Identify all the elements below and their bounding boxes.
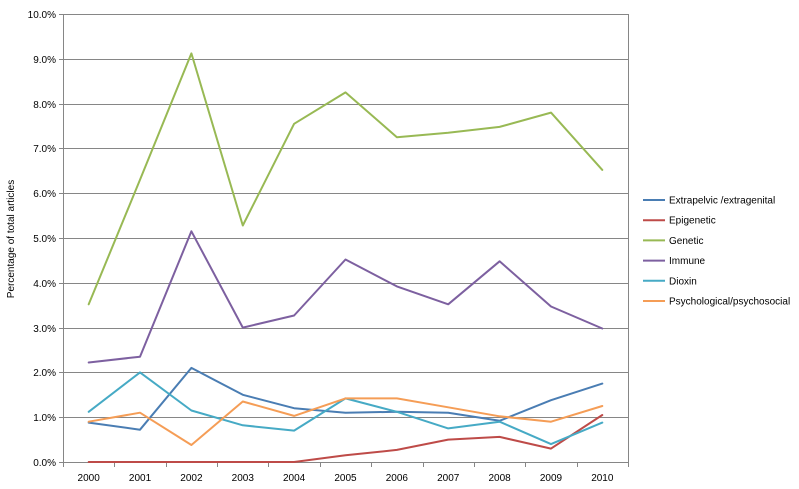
x-tick-label: 2003: [232, 473, 255, 484]
y-tick-label: 7.0%: [33, 144, 56, 155]
series-line-genetic: [87, 52, 604, 306]
y-tick-label: 8.0%: [33, 100, 56, 111]
y-tick-label: 0.0%: [33, 458, 56, 469]
series-line-epigenetic: [87, 414, 604, 463]
y-tick-label: 6.0%: [33, 189, 56, 200]
legend-item-epigenetic: Epigenetic: [643, 216, 716, 227]
x-tick-label: 2005: [334, 473, 357, 484]
series-line-psychological-psychosocial: [87, 397, 604, 446]
y-tick-label: 1.0%: [33, 413, 56, 424]
y-axis-title: Percentage of total articles: [6, 180, 17, 298]
series-line-extrapelvic-extragenital: [87, 366, 604, 431]
legend-label: Dioxin: [669, 276, 697, 287]
legend-label: Epigenetic: [669, 216, 716, 227]
legend-label: Extrapelvic /extragenital: [669, 196, 775, 207]
x-tick-label: 2008: [488, 473, 511, 484]
x-tick-label: 2001: [129, 473, 152, 484]
y-tick-label: 2.0%: [33, 368, 56, 379]
legend-label: Psychological/psychosocial: [669, 297, 790, 308]
legend-item-immune: Immune: [643, 256, 706, 267]
x-tick-label: 2006: [386, 473, 409, 484]
axis-layer: 0.0% 1.0% 2.0% 3.0% 4.0% 5.0% 6.0% 7.0% 8.0% 9.0%…: [28, 10, 629, 484]
legend-item-genetic: Genetic: [643, 236, 703, 247]
x-tick-label: 2002: [180, 473, 203, 484]
y-tick-label: 5.0%: [33, 234, 56, 245]
x-tick-label: 2010: [591, 473, 614, 484]
x-tick-label: 2007: [437, 473, 460, 484]
legend: Extrapelvic /extragenital Epigenetic Genet…: [643, 196, 790, 308]
series-line-dioxin: [87, 371, 604, 446]
x-tick-label: 2000: [78, 473, 101, 484]
series-line-immune: [87, 230, 604, 364]
legend-item-extrapelvic-extragenital: Extrapelvic /extragenital: [643, 196, 775, 207]
y-tick-label: 3.0%: [33, 324, 56, 335]
grid-layer: [63, 14, 629, 463]
y-tick-label: 10.0%: [28, 10, 56, 21]
legend-item-psychological-psychosocial: Psychological/psychosocial: [643, 297, 790, 308]
series-layer: [87, 52, 604, 463]
legend-label: Immune: [669, 256, 706, 267]
y-tick-label: 9.0%: [33, 55, 56, 66]
x-tick-label: 2004: [283, 473, 306, 484]
legend-label: Genetic: [669, 236, 703, 247]
y-tick-label: 4.0%: [33, 279, 56, 290]
x-tick-label: 2009: [540, 473, 563, 484]
legend-item-dioxin: Dioxin: [643, 276, 697, 287]
